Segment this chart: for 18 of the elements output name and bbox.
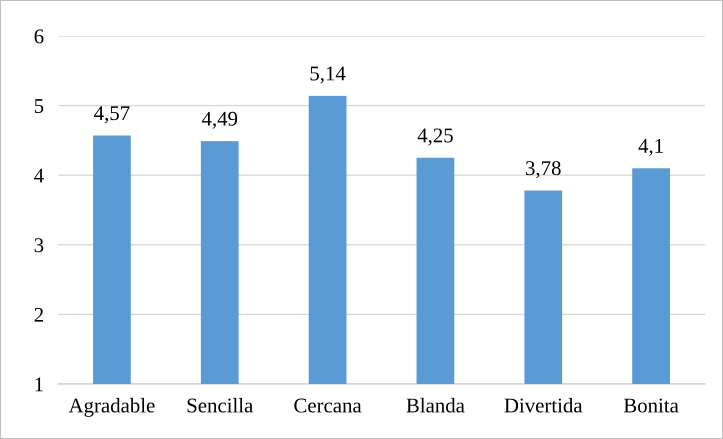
y-tick-label: 2	[34, 308, 43, 322]
y-tick-label: 4	[34, 168, 44, 182]
x-tick-label: Bonita	[624, 398, 679, 413]
x-tick-label: Cercana	[294, 398, 362, 413]
data-label: 4,25	[418, 128, 453, 146]
y-tick-label: 1	[36, 377, 43, 392]
y-tick-label: 3	[34, 238, 44, 252]
x-tick-label: Divertida	[504, 398, 582, 413]
x-tick-label: Blanda	[406, 398, 465, 413]
y-tick-label: 6	[34, 29, 44, 44]
data-label: 4,49	[202, 112, 238, 129]
data-label: 3,78	[526, 161, 561, 178]
data-label: 4,1	[638, 138, 663, 156]
data-label: 4,57	[94, 106, 130, 124]
y-tick-label: 5	[34, 99, 44, 114]
data-label: 5,14	[310, 66, 346, 84]
x-tick-label: Agradable	[68, 398, 155, 417]
x-tick-label: Sencilla	[188, 398, 254, 413]
